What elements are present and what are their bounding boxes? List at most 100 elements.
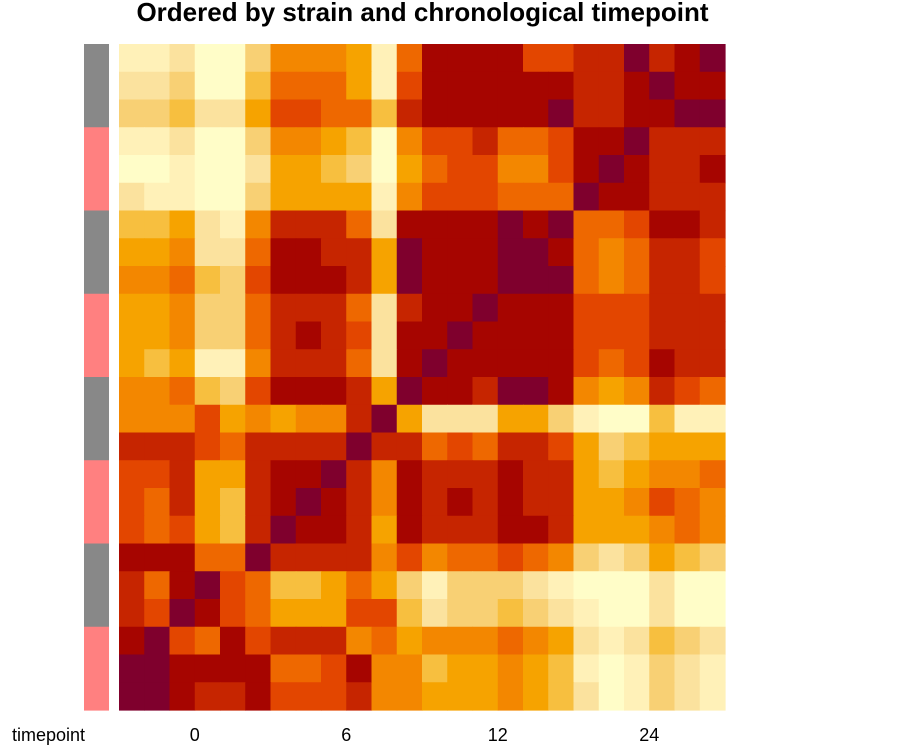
heatmap-cell bbox=[245, 543, 272, 572]
heatmap-cell bbox=[523, 432, 549, 461]
heatmap-cell bbox=[699, 571, 726, 600]
heatmap-cell bbox=[624, 266, 650, 295]
heatmap-cell bbox=[220, 238, 246, 267]
strain-bar-segment bbox=[84, 626, 109, 656]
heatmap-cell bbox=[497, 293, 524, 323]
strain-bar-segment bbox=[84, 293, 109, 323]
heatmap-cell bbox=[548, 460, 575, 489]
heatmap-cell bbox=[321, 321, 347, 350]
heatmap-cell bbox=[573, 321, 600, 350]
heatmap-cell bbox=[346, 515, 373, 545]
heatmap-cell bbox=[396, 515, 423, 545]
heatmap-cell bbox=[169, 293, 196, 323]
heatmap-cell bbox=[270, 210, 297, 239]
heatmap-cell bbox=[699, 682, 726, 711]
heatmap-cell bbox=[270, 626, 297, 656]
heatmap-cell bbox=[548, 293, 575, 323]
heatmap-cell bbox=[699, 210, 726, 239]
heatmap-cell bbox=[674, 488, 701, 517]
heatmap-cell bbox=[472, 682, 499, 711]
heatmap-cell bbox=[573, 599, 600, 628]
heatmap-cell bbox=[649, 293, 676, 323]
heatmap-cell bbox=[144, 626, 171, 656]
heatmap-cell bbox=[472, 99, 499, 128]
heatmap-cell bbox=[497, 571, 524, 600]
heatmap-cell bbox=[624, 182, 650, 212]
heatmap-cell bbox=[220, 44, 246, 73]
x-tick-label: 24 bbox=[639, 725, 659, 745]
heatmap-cell bbox=[497, 626, 524, 656]
heatmap-cell bbox=[523, 377, 549, 406]
heatmap-cell bbox=[396, 238, 423, 267]
heatmap-cell bbox=[295, 99, 322, 128]
heatmap-cell bbox=[144, 599, 171, 628]
heatmap-cell bbox=[321, 266, 347, 295]
heatmap-cell bbox=[447, 543, 474, 572]
heatmap-cell bbox=[396, 404, 423, 434]
heatmap-cell bbox=[194, 71, 221, 101]
heatmap-cell bbox=[396, 599, 423, 628]
heatmap-cell bbox=[295, 488, 322, 517]
heatmap-cell bbox=[295, 571, 322, 600]
heatmap-cell bbox=[699, 155, 726, 184]
heatmap-cell bbox=[422, 432, 448, 461]
heatmap-cell bbox=[169, 182, 196, 212]
heatmap-cell bbox=[169, 127, 196, 156]
heatmap-cell bbox=[144, 349, 171, 378]
heatmap-cell bbox=[270, 321, 297, 350]
heatmap-cell bbox=[270, 155, 297, 184]
strain-bar-segment bbox=[84, 515, 109, 545]
heatmap-cell bbox=[523, 182, 549, 212]
heatmap-cell bbox=[649, 599, 676, 628]
heatmap-cell bbox=[548, 626, 575, 656]
heatmap-cell bbox=[523, 626, 549, 656]
heatmap-cell bbox=[295, 682, 322, 711]
heatmap-cell bbox=[422, 210, 448, 239]
heatmap-cell bbox=[573, 543, 600, 572]
heatmap-cell bbox=[674, 71, 701, 101]
heatmap-cell bbox=[598, 654, 625, 683]
heatmap-cell bbox=[346, 404, 373, 434]
heatmap-cell bbox=[422, 71, 448, 101]
strain-bar-segment bbox=[84, 321, 109, 350]
heatmap-cell bbox=[169, 349, 196, 378]
heatmap-cell bbox=[598, 599, 625, 628]
heatmap-cell bbox=[548, 682, 575, 711]
heatmap-cell bbox=[523, 654, 549, 683]
heatmap-cell bbox=[497, 432, 524, 461]
heatmap-cell bbox=[346, 210, 373, 239]
heatmap-cell bbox=[699, 626, 726, 656]
heatmap-cell bbox=[346, 488, 373, 517]
heatmap-cell bbox=[346, 682, 373, 711]
heatmap-cell bbox=[649, 44, 676, 73]
strain-bar-segment bbox=[84, 99, 109, 128]
heatmap-cell bbox=[270, 127, 297, 156]
heatmap-cell bbox=[220, 71, 246, 101]
heatmap-cell bbox=[624, 44, 650, 73]
heatmap-cell bbox=[674, 155, 701, 184]
heatmap-cell bbox=[321, 99, 347, 128]
heatmap-cell bbox=[497, 543, 524, 572]
heatmap-cell bbox=[624, 349, 650, 378]
heatmap-cell bbox=[472, 155, 499, 184]
heatmap-cell bbox=[497, 155, 524, 184]
heatmap-cell bbox=[270, 599, 297, 628]
heatmap-cell bbox=[194, 571, 221, 600]
heatmap-cell bbox=[346, 460, 373, 489]
heatmap-cell bbox=[573, 44, 600, 73]
heatmap-cell bbox=[497, 599, 524, 628]
heatmap-cell bbox=[245, 349, 272, 378]
heatmap-cell bbox=[497, 682, 524, 711]
heatmap-cell bbox=[245, 71, 272, 101]
heatmap-cell bbox=[548, 543, 575, 572]
heatmap-cell bbox=[144, 99, 171, 128]
heatmap-cell bbox=[396, 488, 423, 517]
heatmap-cell bbox=[169, 266, 196, 295]
heatmap-cell bbox=[699, 182, 726, 212]
heatmap-cell bbox=[523, 488, 549, 517]
heatmap-cell bbox=[220, 293, 246, 323]
heatmap-cell bbox=[295, 321, 322, 350]
strain-bar-segment bbox=[84, 654, 109, 683]
heatmap-cell bbox=[447, 99, 474, 128]
heatmap-cell bbox=[169, 460, 196, 489]
